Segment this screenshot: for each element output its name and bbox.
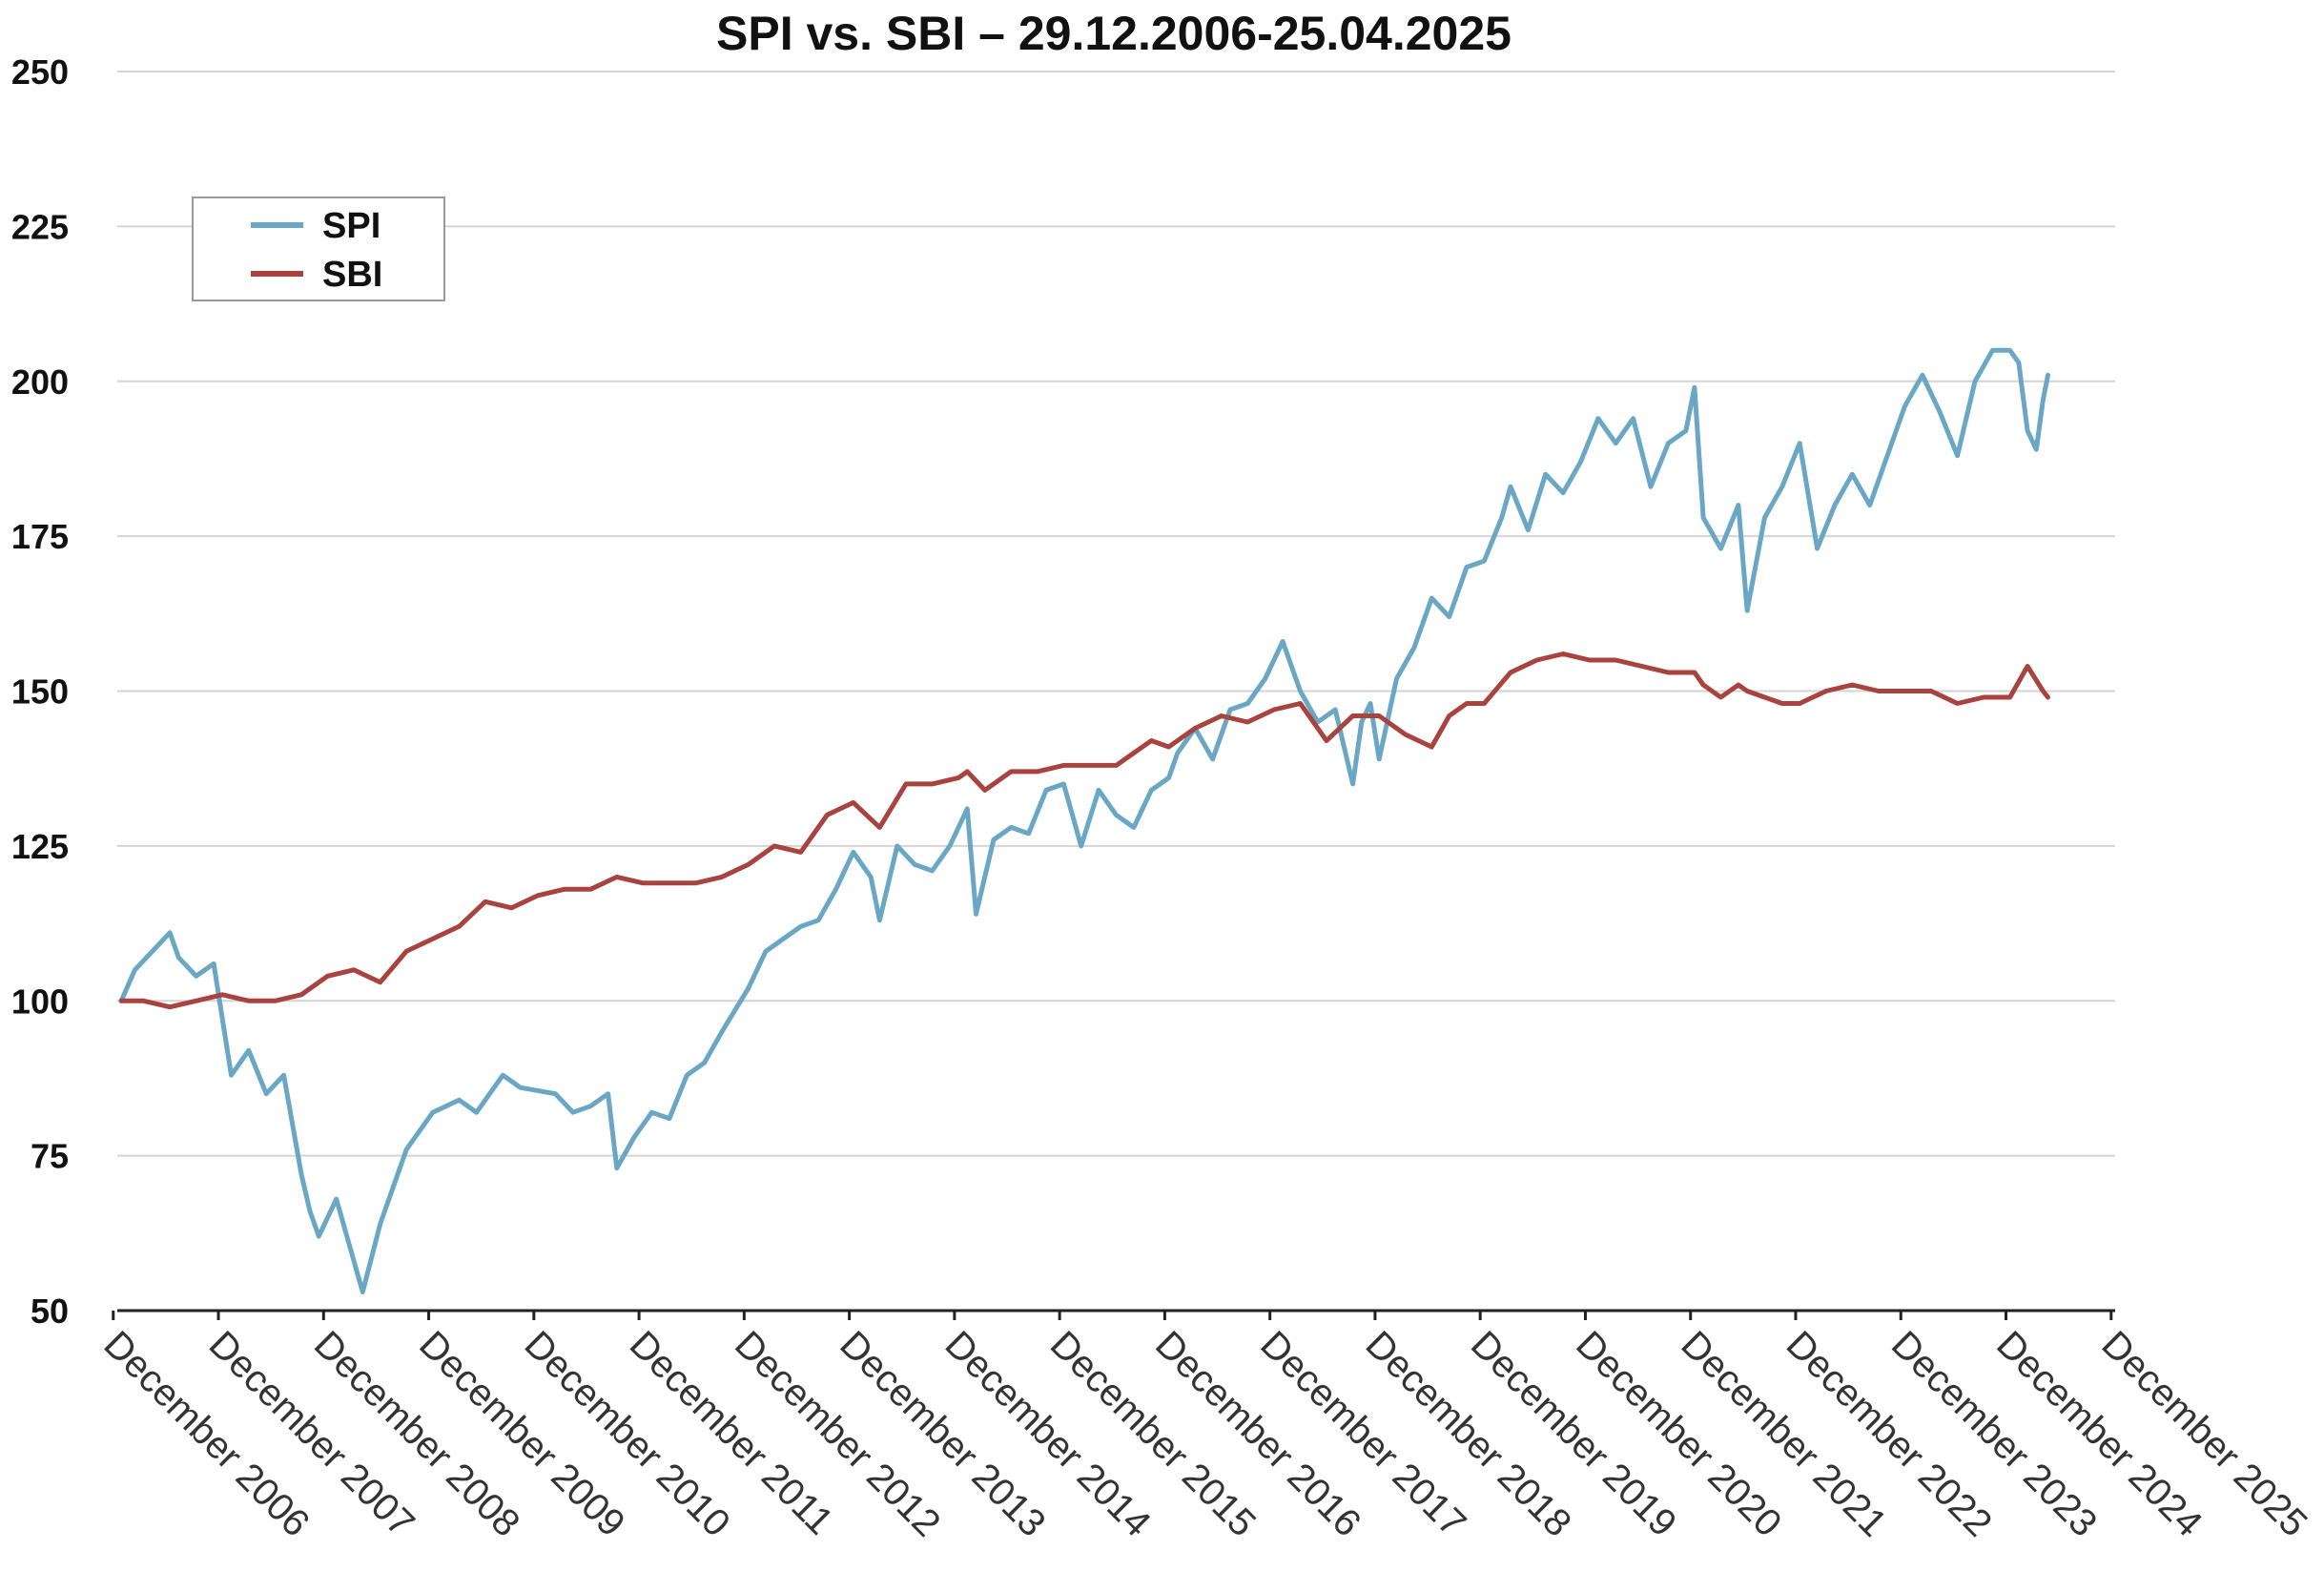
y-tick-label: 75 [31, 1137, 69, 1176]
y-tick-label: 125 [11, 827, 69, 866]
gridlines [117, 71, 2115, 1157]
legend-label-spi: SPI [322, 206, 380, 246]
y-tick-label: 200 [11, 362, 69, 402]
y-tick-label: 175 [11, 517, 69, 556]
legend-box [192, 196, 445, 301]
y-tick-label: 250 [11, 52, 69, 92]
legend: SPI SBI [192, 196, 445, 301]
series-line-sbi [118, 651, 2050, 1010]
y-tick-label: 100 [11, 982, 69, 1021]
chart-title: SPI vs. SBI – 29.12.2006-25.04.2025 [716, 7, 1512, 60]
series-line-spi [118, 347, 2050, 1294]
y-tick-label: 225 [11, 207, 69, 246]
series-layer [118, 347, 2050, 1294]
y-tick-label: 50 [31, 1292, 69, 1331]
y-tick-label: 150 [11, 672, 69, 712]
legend-label-sbi: SBI [322, 255, 382, 295]
